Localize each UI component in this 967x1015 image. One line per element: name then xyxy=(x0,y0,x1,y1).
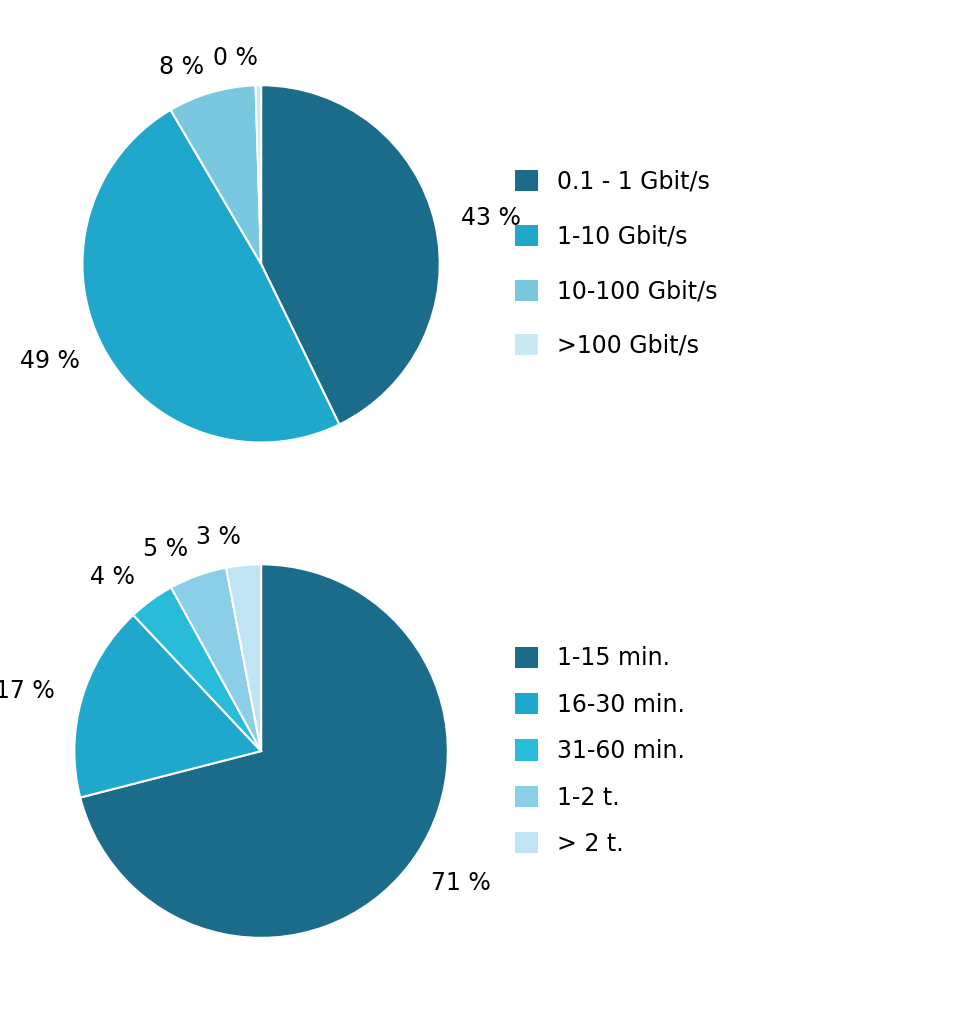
Legend: 1-15 min., 16-30 min., 31-60 min., 1-2 t., > 2 t.: 1-15 min., 16-30 min., 31-60 min., 1-2 t… xyxy=(514,647,685,856)
Wedge shape xyxy=(80,564,448,938)
Text: 4 %: 4 % xyxy=(90,565,134,590)
Text: 5 %: 5 % xyxy=(143,537,189,561)
Wedge shape xyxy=(171,567,261,751)
Wedge shape xyxy=(74,615,261,798)
Text: 8 %: 8 % xyxy=(159,55,204,78)
Text: 0 %: 0 % xyxy=(213,47,258,70)
Wedge shape xyxy=(226,564,261,751)
Wedge shape xyxy=(255,85,261,264)
Legend: 0.1 - 1 Gbit/s, 1-10 Gbit/s, 10-100 Gbit/s, >100 Gbit/s: 0.1 - 1 Gbit/s, 1-10 Gbit/s, 10-100 Gbit… xyxy=(514,170,718,358)
Wedge shape xyxy=(82,110,339,443)
Text: 49 %: 49 % xyxy=(20,349,80,373)
Wedge shape xyxy=(133,588,261,751)
Text: 71 %: 71 % xyxy=(430,871,490,895)
Text: 17 %: 17 % xyxy=(0,679,55,703)
Wedge shape xyxy=(261,85,440,424)
Text: 43 %: 43 % xyxy=(461,206,521,229)
Wedge shape xyxy=(170,85,261,264)
Text: 3 %: 3 % xyxy=(196,526,241,549)
